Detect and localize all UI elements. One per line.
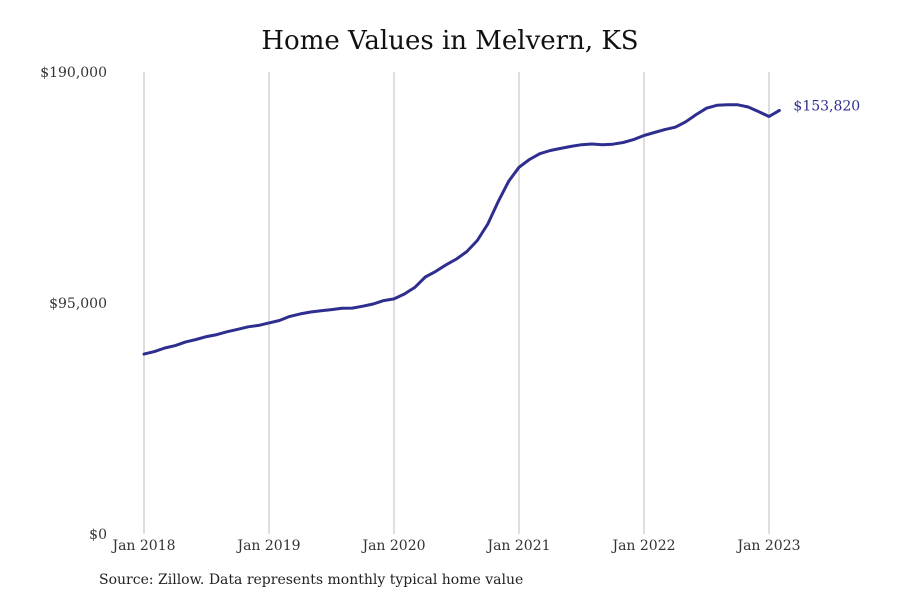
- data-point: [497, 200, 500, 203]
- y-tick-label: $0: [89, 527, 107, 543]
- data-point: [466, 250, 468, 253]
- data-point: [278, 319, 281, 322]
- data-point: [726, 104, 729, 106]
- data-point: [768, 115, 770, 118]
- data-point: [643, 134, 645, 137]
- data-point: [330, 308, 333, 311]
- data-point: [653, 131, 656, 134]
- data-point: [414, 286, 416, 289]
- data-point: [351, 307, 354, 309]
- x-tick-label: Jan 2019: [235, 538, 300, 554]
- data-point: [580, 143, 583, 146]
- data-point: [247, 326, 249, 328]
- series-line: [142, 103, 781, 356]
- data-point: [695, 113, 697, 116]
- data-point: [403, 293, 406, 295]
- data-point: [778, 109, 781, 112]
- data-point: [737, 104, 739, 106]
- data-point: [570, 145, 572, 148]
- data-point: [174, 344, 177, 347]
- data-point: [195, 338, 197, 341]
- x-tick-label: Jan 2022: [610, 538, 675, 554]
- data-point: [747, 106, 749, 108]
- data-point: [164, 347, 166, 349]
- data-point: [216, 333, 218, 336]
- grid-lines: [143, 72, 770, 534]
- series-group: [142, 103, 781, 356]
- data-point: [664, 128, 666, 131]
- data-point: [382, 299, 385, 302]
- data-point: [487, 223, 489, 225]
- data-point: [476, 239, 479, 242]
- data-point: [299, 313, 302, 315]
- data-point: [393, 298, 395, 300]
- x-tick-label: Jan 2021: [485, 538, 550, 554]
- data-point: [549, 149, 552, 152]
- data-point: [757, 110, 760, 113]
- data-point: [539, 152, 541, 155]
- data-point: [320, 310, 322, 312]
- data-point: [309, 311, 312, 313]
- data-point: [289, 315, 291, 318]
- data-point: [237, 328, 239, 331]
- data-point: [372, 303, 375, 305]
- data-point: [455, 258, 458, 260]
- data-point: [143, 353, 145, 355]
- data-point: [257, 324, 260, 327]
- data-point: [705, 107, 708, 109]
- data-point: [684, 121, 687, 123]
- data-point: [591, 143, 593, 145]
- data-point: [226, 330, 229, 333]
- data-point: [601, 143, 604, 146]
- end-label-group: $153,820: [793, 98, 860, 114]
- x-tick-label: Jan 2018: [110, 538, 175, 554]
- data-point: [612, 143, 614, 145]
- data-point: [184, 341, 187, 343]
- data-point: [507, 180, 510, 183]
- source-note: Source: Zillow. Data represents monthly …: [99, 572, 524, 588]
- data-point: [632, 138, 635, 141]
- data-point: [674, 126, 677, 128]
- x-tick-label: Jan 2023: [735, 538, 800, 554]
- data-point: [153, 350, 156, 353]
- data-point: [205, 335, 208, 338]
- end-value-label: $153,820: [793, 98, 860, 114]
- data-point: [622, 141, 624, 144]
- data-point: [518, 166, 520, 169]
- chart-title: Home Values in Melvern, KS: [261, 26, 639, 56]
- data-point: [362, 305, 364, 308]
- data-point: [341, 307, 343, 310]
- data-point: [268, 322, 270, 324]
- y-tick-label: $95,000: [49, 296, 107, 312]
- data-point: [434, 270, 437, 273]
- data-point: [424, 276, 427, 278]
- data-point: [559, 147, 562, 150]
- x-tick-label: Jan 2020: [360, 538, 425, 554]
- data-point: [445, 264, 447, 266]
- y-axis-tick-labels: $0 $95,000 $190,000: [40, 65, 107, 543]
- data-point: [528, 158, 531, 161]
- y-tick-label: $190,000: [40, 65, 107, 81]
- data-point: [716, 104, 718, 107]
- x-axis-tick-labels: Jan 2018 Jan 2019 Jan 2020 Jan 2021 Jan 2022…: [110, 538, 800, 554]
